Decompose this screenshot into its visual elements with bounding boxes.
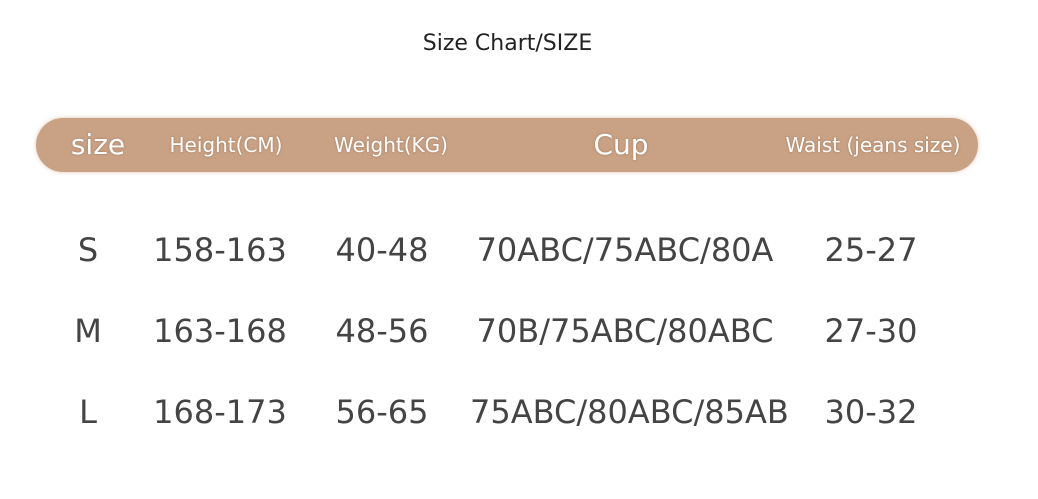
header-size: size xyxy=(70,128,126,161)
page-title: Size Chart/SIZE xyxy=(422,31,593,56)
header-waist: Waist (jeans size) xyxy=(785,133,961,157)
cell-size: S xyxy=(77,231,99,269)
cell-weight: 40-48 xyxy=(335,231,429,269)
cell-weight: 56-65 xyxy=(335,393,429,431)
cell-cup: 75ABC/80ABC/85AB xyxy=(470,393,789,431)
cell-height: 168-173 xyxy=(153,393,287,431)
header-height: Height(CM) xyxy=(169,133,283,157)
cell-size: L xyxy=(79,393,97,431)
cell-height: 163-168 xyxy=(153,312,287,350)
table-row: L 168-173 56-65 75ABC/80ABC/85AB 30-32 xyxy=(0,387,1038,437)
cell-cup: 70ABC/75ABC/80A xyxy=(476,231,774,269)
header-weight: Weight(KG) xyxy=(334,133,448,157)
header-cup: Cup xyxy=(593,128,649,161)
cell-cup: 70B/75ABC/80ABC xyxy=(476,312,774,350)
cell-height: 158-163 xyxy=(153,231,287,269)
cell-waist: 30-32 xyxy=(824,393,918,431)
table-row: S 158-163 40-48 70ABC/75ABC/80A 25-27 xyxy=(0,225,1038,275)
cell-size: M xyxy=(74,312,102,350)
cell-waist: 25-27 xyxy=(824,231,918,269)
table-row: M 163-168 48-56 70B/75ABC/80ABC 27-30 xyxy=(0,306,1038,356)
cell-waist: 27-30 xyxy=(824,312,918,350)
cell-weight: 48-56 xyxy=(335,312,429,350)
table-header-bar: size Height(CM) Weight(KG) Cup Waist (je… xyxy=(36,118,978,172)
